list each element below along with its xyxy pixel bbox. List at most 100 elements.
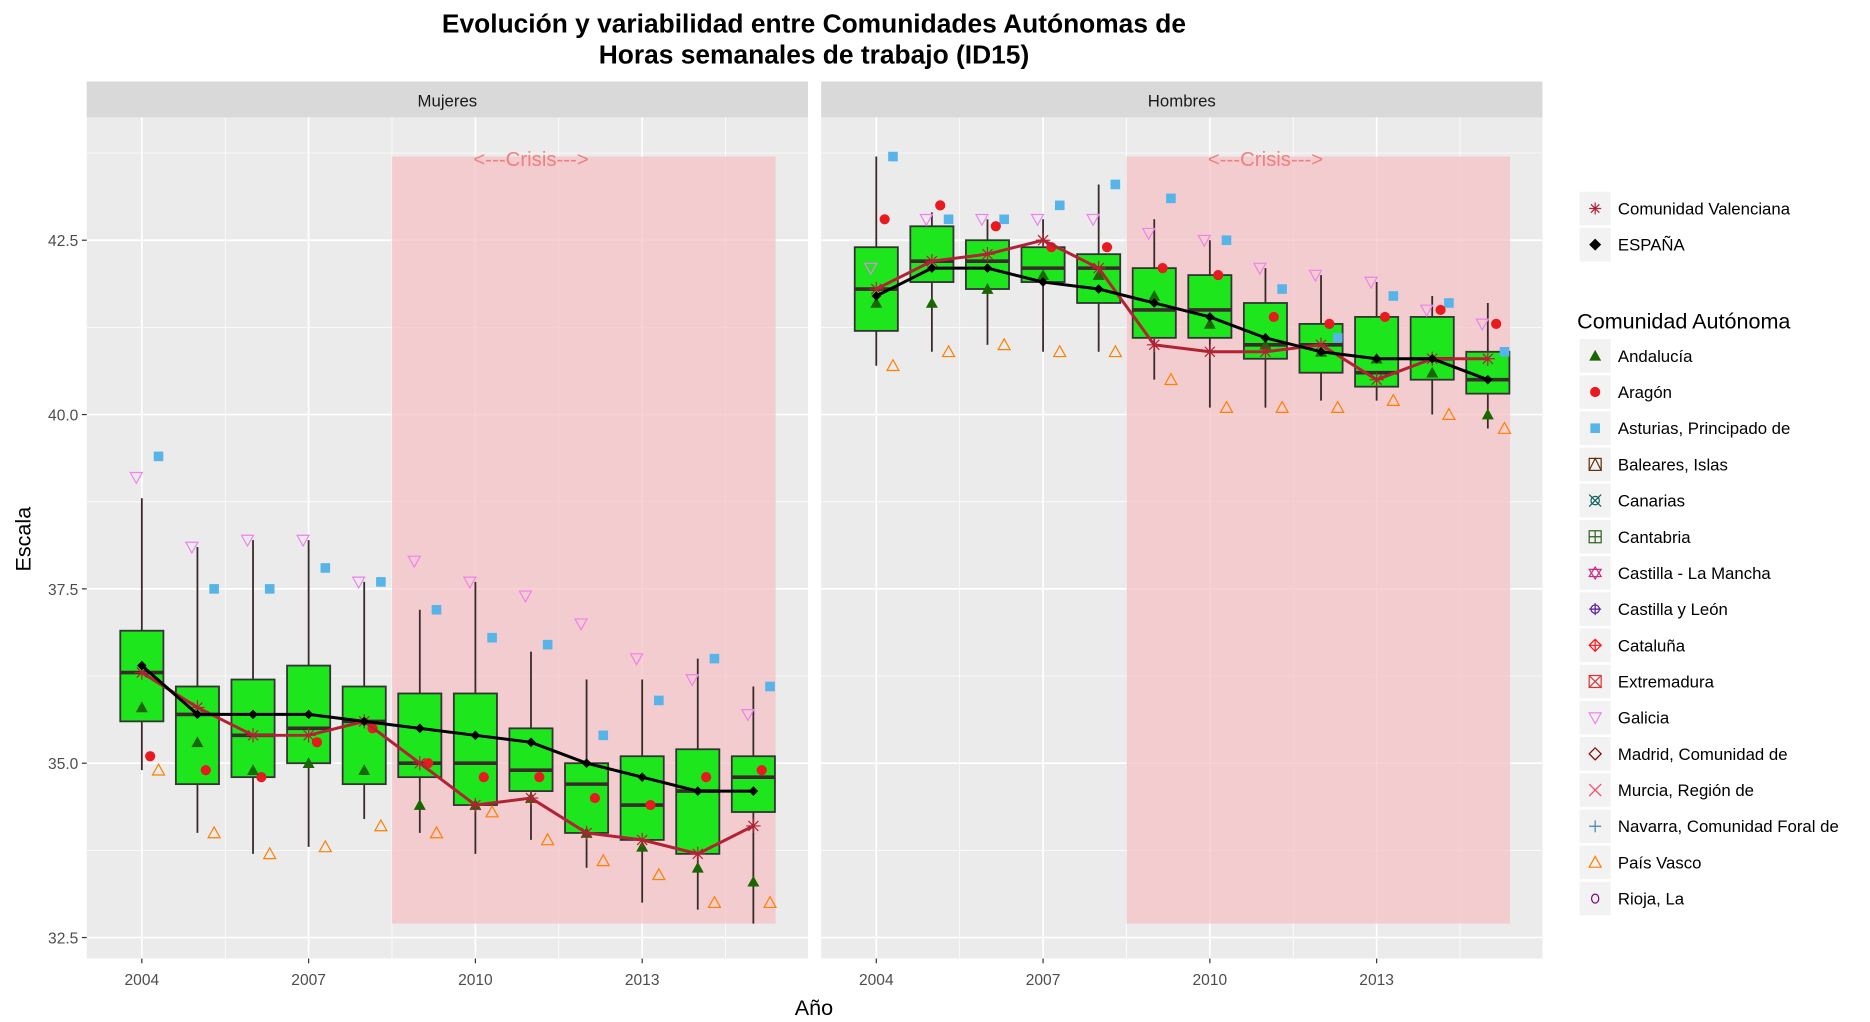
valenciana-point bbox=[634, 832, 650, 848]
marker-shape bbox=[431, 605, 442, 615]
marker-shape bbox=[468, 797, 483, 813]
marker-shape bbox=[1197, 234, 1212, 248]
point-país-vasco bbox=[941, 344, 956, 358]
marker-shape bbox=[1441, 407, 1456, 420]
legend-item: Navarra, Comunidad Foral de bbox=[1579, 809, 1839, 844]
marker-shape bbox=[990, 221, 1001, 232]
point-aragón bbox=[1379, 311, 1391, 323]
point-país-vasco bbox=[707, 895, 722, 909]
marker-shape bbox=[756, 765, 767, 776]
marker-shape bbox=[1427, 353, 1438, 364]
point-país-vasco bbox=[151, 762, 166, 776]
marker-shape bbox=[997, 337, 1012, 351]
marker-shape bbox=[264, 584, 275, 594]
marker-shape bbox=[645, 799, 656, 811]
y-tick-label: 32.5 bbox=[48, 931, 78, 948]
point-aragón bbox=[311, 737, 323, 748]
point-andalucía bbox=[1426, 366, 1439, 378]
marker-shape bbox=[247, 764, 260, 775]
point-galicia bbox=[518, 590, 533, 604]
legend-label: Madrid, Comunidad de bbox=[1618, 745, 1788, 764]
marker-shape bbox=[1369, 372, 1384, 387]
point-aragón bbox=[701, 772, 712, 783]
point-andalucía bbox=[1203, 317, 1216, 329]
point-asturias bbox=[1388, 291, 1399, 301]
point-país-vasco bbox=[997, 337, 1012, 351]
legend-marker bbox=[1589, 820, 1602, 833]
point-galicia bbox=[740, 709, 755, 722]
point-galicia bbox=[462, 576, 477, 590]
marker-shape bbox=[1108, 344, 1123, 358]
marker-shape bbox=[1364, 276, 1379, 290]
marker-shape bbox=[1054, 200, 1065, 211]
point-galicia bbox=[1252, 262, 1267, 276]
legend-label: Rioja, La bbox=[1618, 890, 1685, 909]
marker-shape bbox=[1332, 333, 1343, 343]
legend-item: Murcia, Región de bbox=[1579, 773, 1754, 807]
legend-marker bbox=[1589, 603, 1602, 616]
legend-label: Asturias, Principado de bbox=[1618, 419, 1790, 438]
legend-item: Castilla y León bbox=[1579, 592, 1728, 626]
legend-marker bbox=[1588, 712, 1603, 725]
valenciana-line bbox=[875, 238, 1488, 382]
legend-item: Aragón bbox=[1579, 375, 1672, 409]
marker-shape bbox=[935, 200, 946, 211]
marker-shape bbox=[303, 709, 314, 720]
point-galicia bbox=[685, 674, 700, 687]
point-andalucía bbox=[870, 296, 883, 308]
marker-shape bbox=[1590, 893, 1600, 904]
marker-shape bbox=[301, 728, 316, 743]
point-asturias bbox=[1054, 200, 1065, 211]
point-país-vasco bbox=[318, 839, 333, 853]
marker-shape bbox=[1497, 421, 1512, 434]
legend-key bbox=[1579, 881, 1611, 916]
point-galicia bbox=[1364, 276, 1379, 290]
boxplot-2013 bbox=[619, 679, 665, 903]
point-galicia bbox=[184, 541, 199, 555]
legend-label: Comunidad Valenciana bbox=[1618, 199, 1791, 218]
marker-shape bbox=[1035, 233, 1051, 248]
espana-point bbox=[1205, 312, 1215, 322]
marker-shape bbox=[765, 681, 775, 692]
point-asturias bbox=[598, 730, 609, 741]
point-asturias bbox=[888, 151, 898, 162]
point-aragón bbox=[1268, 311, 1279, 323]
panel-strip-label: Mujeres bbox=[418, 92, 478, 111]
legend-marker bbox=[1589, 202, 1602, 215]
marker-shape bbox=[151, 762, 166, 776]
marker-shape bbox=[1379, 311, 1391, 323]
marker-shape bbox=[540, 832, 555, 846]
marker-shape bbox=[692, 786, 703, 796]
boxplot-box bbox=[730, 755, 776, 813]
espana-point bbox=[1427, 353, 1438, 364]
chart-title-line-1: Evolución y variabilidad entre Comunidad… bbox=[442, 8, 1186, 38]
boxplot-2009 bbox=[397, 609, 443, 833]
marker-shape bbox=[1388, 291, 1399, 301]
valenciana-point bbox=[1035, 233, 1051, 248]
marker-shape bbox=[1481, 408, 1494, 420]
point-asturias bbox=[487, 632, 497, 643]
point-asturias bbox=[264, 584, 275, 594]
marker-shape bbox=[1590, 386, 1601, 398]
espana-point bbox=[692, 786, 703, 796]
legend-marker bbox=[1590, 386, 1601, 398]
marker-shape bbox=[358, 764, 371, 775]
point-asturias bbox=[542, 639, 553, 650]
marker-shape bbox=[589, 792, 601, 804]
marker-shape bbox=[1030, 213, 1045, 227]
marker-shape bbox=[651, 867, 666, 881]
marker-shape bbox=[191, 736, 204, 748]
marker-shape bbox=[634, 832, 650, 848]
marker-shape bbox=[879, 214, 890, 225]
marker-shape bbox=[1371, 353, 1382, 364]
legend-label: Andalucía bbox=[1618, 347, 1693, 366]
marker-shape bbox=[1277, 284, 1287, 294]
espana-point bbox=[1483, 374, 1493, 385]
marker-shape bbox=[1483, 374, 1493, 385]
panel-strip bbox=[821, 81, 1543, 118]
marker-shape bbox=[746, 818, 761, 834]
point-país-vasco bbox=[262, 846, 277, 860]
marker-shape bbox=[1148, 290, 1161, 301]
point-país-vasco bbox=[651, 867, 666, 881]
marker-shape bbox=[943, 214, 954, 225]
